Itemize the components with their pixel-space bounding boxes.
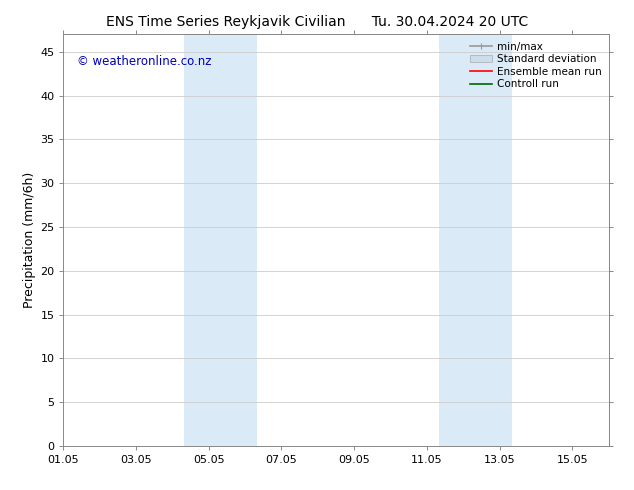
Legend: min/max, Standard deviation, Ensemble mean run, Controll run: min/max, Standard deviation, Ensemble me… xyxy=(467,40,604,92)
Text: © weatheronline.co.nz: © weatheronline.co.nz xyxy=(77,55,212,68)
Text: ENS Time Series Reykjavik Civilian      Tu. 30.04.2024 20 UTC: ENS Time Series Reykjavik Civilian Tu. 3… xyxy=(106,15,528,29)
Bar xyxy=(184,34,257,446)
Y-axis label: Precipitation (mm/6h): Precipitation (mm/6h) xyxy=(23,172,36,308)
Bar xyxy=(439,34,512,446)
